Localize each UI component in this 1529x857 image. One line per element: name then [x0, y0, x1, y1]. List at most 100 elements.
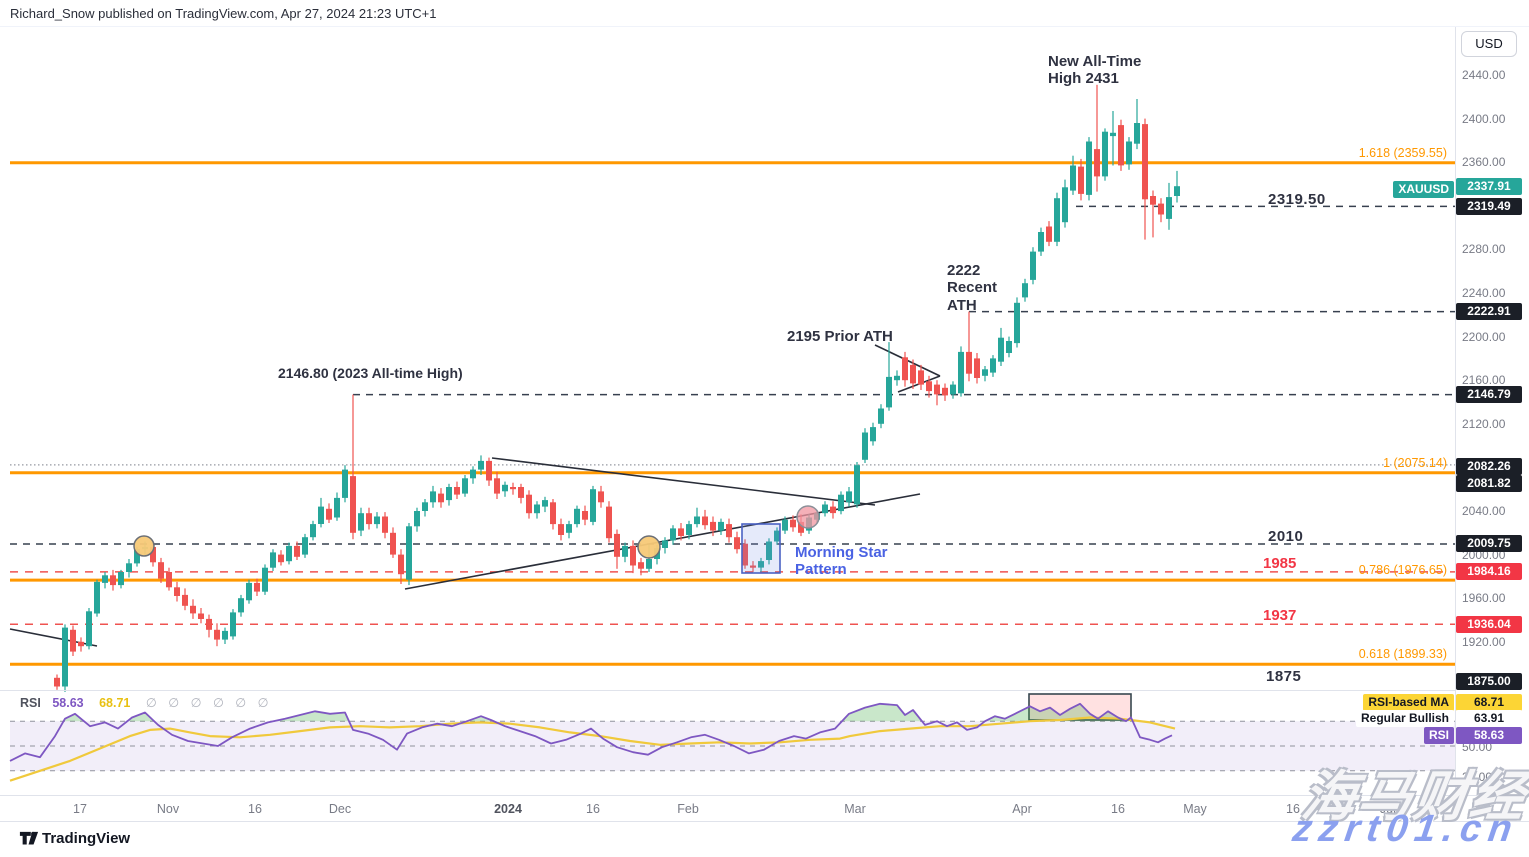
candle-body: [238, 598, 244, 613]
candle-body: [1086, 141, 1092, 195]
candle-body: [470, 469, 476, 479]
time-axis-label: 16: [1286, 802, 1300, 816]
candle-body: [622, 545, 628, 557]
candle-body: [390, 532, 396, 555]
price-tick: 2200.00: [1462, 329, 1506, 344]
candle-body: [270, 552, 276, 568]
candle-body: [790, 519, 796, 528]
candle-body: [334, 497, 340, 518]
candle-body: [1046, 226, 1052, 242]
annotation-new-ath: New All-Time High 2431: [1048, 53, 1142, 88]
candle-body: [478, 460, 484, 470]
candle-body: [110, 575, 116, 586]
time-axis-label: Jun: [1379, 802, 1401, 816]
candle-body: [950, 384, 956, 395]
candle-body: [1054, 198, 1060, 242]
candle-body: [350, 476, 356, 533]
candle-body: [750, 565, 756, 568]
candle-body: [294, 545, 300, 557]
axis-separator: [1455, 27, 1456, 822]
candle-body: [1006, 341, 1012, 353]
candle-body: [550, 502, 556, 525]
candle-body: [1038, 232, 1044, 252]
candle-body: [694, 516, 700, 525]
candle-body: [854, 465, 860, 505]
trendline-1: [491, 457, 876, 506]
candle-body: [910, 364, 916, 384]
candle-body: [1166, 197, 1172, 219]
candle-body: [510, 487, 516, 490]
candle-body: [150, 547, 156, 563]
candle-body: [1094, 149, 1100, 177]
pane-separator[interactable]: [0, 690, 1529, 691]
candle-body: [206, 618, 212, 630]
candle-body: [86, 611, 92, 647]
candle-body: [438, 493, 444, 503]
candle-body: [1078, 166, 1084, 194]
fib-level-label-0: 1.618 (2359.55): [1358, 145, 1447, 160]
rsi-line-rsi-based-ma: [9, 716, 1176, 782]
annotation-recent-ath: 2222 Recent ATH: [947, 262, 998, 314]
rsi-indicator-header[interactable]: RSI 58.63 68.71 ∅ ∅ ∅ ∅ ∅ ∅: [20, 695, 273, 710]
candle-body: [1142, 124, 1148, 200]
candle-body: [678, 528, 684, 536]
candle-body: [710, 521, 716, 531]
candle-body: [878, 408, 884, 424]
axis-price-badge: 63.91: [1456, 710, 1522, 727]
annotation-level-1937: 1937: [1263, 607, 1297, 624]
candle-body: [766, 541, 772, 560]
annotation-level-2010: 2010: [1268, 528, 1304, 545]
candle-body: [326, 508, 332, 520]
candle-body: [246, 582, 252, 601]
rsi-overbought-fill: [127, 712, 155, 722]
candle-body: [798, 521, 804, 533]
candle-body: [94, 581, 100, 614]
price-tick: 2040.00: [1462, 504, 1506, 518]
candle-body: [1158, 203, 1164, 215]
time-axis-label: Dec: [328, 802, 352, 816]
candle-body: [230, 612, 236, 637]
time-axis-label: 16: [1111, 802, 1125, 816]
tradingview-logo-icon[interactable]: [19, 830, 39, 850]
publish-caption-bar: Richard_Snow published on TradingView.co…: [0, 0, 1529, 27]
candle-body: [606, 506, 612, 539]
event-circle-0: [133, 535, 155, 557]
candle-body: [414, 511, 420, 527]
price-tick: 1920.00: [1462, 634, 1506, 649]
time-axis-label: Feb: [677, 802, 699, 816]
candle-body: [174, 587, 180, 596]
candle-body: [278, 554, 284, 563]
candle-body: [670, 528, 676, 541]
price-tick: 2120.00: [1462, 416, 1506, 431]
candle-body: [518, 487, 524, 498]
candle-body: [1134, 123, 1140, 144]
candle-body: [742, 543, 748, 566]
axis-price-badge: 2146.79: [1456, 386, 1522, 404]
annotation-level-2319: 2319.50: [1268, 191, 1326, 208]
candle-body: [926, 381, 932, 392]
time-axis-label: Mar: [844, 802, 866, 816]
rsi-overbought-fill: [273, 711, 349, 722]
symbol-badge-xauusd: XAUUSD: [1393, 181, 1454, 198]
candle-body: [918, 370, 924, 385]
currency-button[interactable]: USD: [1461, 31, 1517, 57]
candle-body: [982, 369, 988, 376]
publish-caption: Richard_Snow published on TradingView.co…: [10, 6, 437, 21]
candle-body: [638, 562, 644, 569]
candle-body: [430, 491, 436, 503]
price-tick: 2440.00: [1462, 68, 1506, 82]
tradingview-brand-text[interactable]: TradingView: [42, 830, 131, 847]
axis-price-badge: 2337.91: [1456, 177, 1522, 195]
time-axis[interactable]: 17 Nov 16 Dec 2024 16 Feb Mar Apr 16 May 16 Jun: [0, 795, 1529, 822]
time-axis-label: 16: [248, 802, 262, 816]
candle-body: [262, 567, 268, 592]
candle-body: [902, 357, 908, 381]
rsi-line-rsi: [9, 702, 1173, 762]
candle-body: [190, 605, 196, 614]
candle-body: [406, 526, 412, 580]
price-tick: 2360.00: [1462, 155, 1506, 170]
candle-body: [558, 524, 564, 535]
price-tick: 1960.00: [1462, 591, 1506, 606]
